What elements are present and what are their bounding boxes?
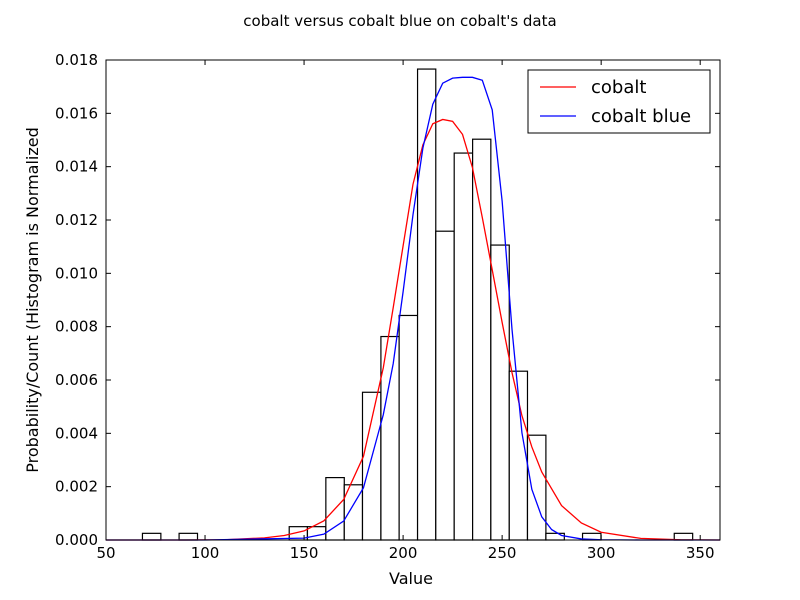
histogram-bar — [361, 391, 382, 541]
x-axis-label: Value — [389, 569, 433, 588]
series-line-cobalt-blue — [106, 76, 720, 541]
histogram-bars — [141, 68, 694, 541]
y-tick-label: 0.016 — [55, 104, 98, 122]
histogram-bar — [416, 68, 437, 541]
chart-title: cobalt versus cobalt blue on cobalt's da… — [243, 12, 556, 30]
x-tick-label: 100 — [191, 544, 220, 562]
y-tick-label: 0.002 — [55, 478, 98, 496]
y-tick-label: 0.014 — [55, 158, 98, 176]
y-tick-label: 0.012 — [55, 211, 98, 229]
y-axis-label: Probability/Count (Histogram is Normaliz… — [23, 127, 42, 473]
histogram-bar — [545, 532, 565, 541]
x-tick-label: 200 — [389, 544, 418, 562]
y-tick-label: 0.004 — [55, 424, 98, 442]
histogram-bar — [490, 244, 510, 541]
histogram-bar — [435, 230, 455, 541]
legend-box — [527, 69, 711, 134]
x-tick-label: 150 — [290, 544, 319, 562]
x-tick-label: 50 — [96, 544, 115, 562]
x-tick-label: 300 — [587, 544, 616, 562]
legend-label-cobalt: cobalt — [591, 77, 646, 98]
histogram-bar — [453, 152, 474, 541]
histogram-bar — [472, 138, 492, 541]
plot-frame — [105, 59, 721, 541]
axis-ticks: 50 100 150 200 250 300 350 0.000 0.002 0.004 0.006… — [55, 51, 720, 562]
x-tick-label: 250 — [488, 544, 517, 562]
histogram-bar — [141, 532, 162, 541]
series-line-cobalt — [106, 118, 721, 541]
y-tick-label: 0.006 — [55, 371, 98, 389]
x-tick-label: 350 — [686, 544, 715, 562]
y-tick-label: 0.010 — [55, 264, 98, 282]
y-tick-label: 0.008 — [55, 318, 98, 336]
histogram-bar — [526, 434, 547, 541]
legend-label-cobalt-blue: cobalt blue — [591, 106, 691, 127]
histogram-bar — [178, 532, 199, 541]
legend: cobalt cobalt blue — [527, 69, 711, 134]
histogram-bar — [398, 314, 419, 541]
y-tick-label: 0.018 — [55, 51, 98, 69]
histogram-bar — [306, 526, 327, 541]
series-lines — [106, 76, 721, 541]
y-tick-label: 0.000 — [55, 531, 98, 549]
